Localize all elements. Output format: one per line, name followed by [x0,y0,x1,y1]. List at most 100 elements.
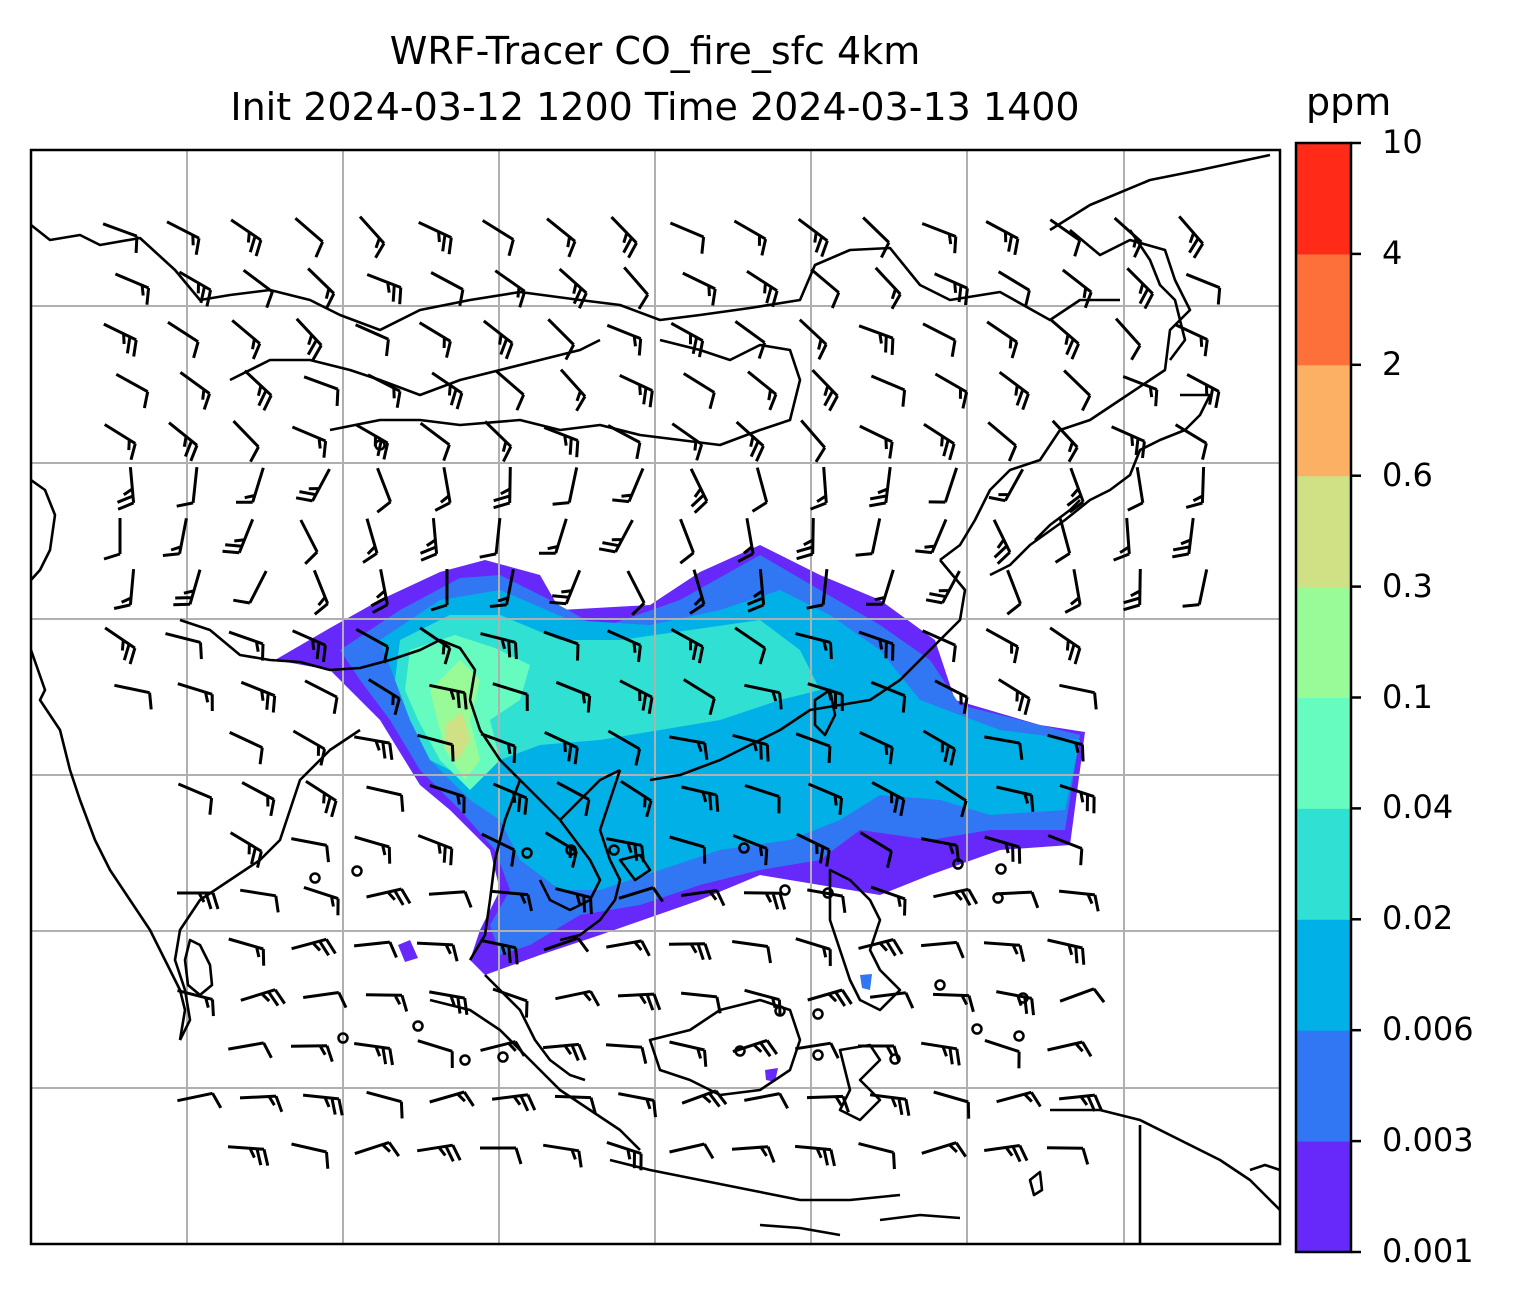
wind-barb [670,321,705,358]
wind-barb [997,270,1031,307]
calm-wind-marker [412,1020,424,1032]
border-indochina [468,699,621,961]
border-himalaya [179,618,477,701]
co-fire-plume [275,545,1085,1082]
wind-barb [416,941,459,962]
wind-barb [869,991,915,1009]
plume-speck-2 [765,1068,778,1082]
wind-barb [482,319,514,360]
wind-barb [606,629,642,663]
wind-barb [607,424,642,460]
wind-barb [933,272,969,306]
wind-barb [228,937,266,966]
wind-barb [354,323,390,357]
wind-barb [734,626,767,665]
wind-barb [865,569,895,606]
wind-barb [239,888,280,913]
wind-barb [1066,467,1085,514]
wind-barb [307,267,336,310]
calm-wind-marker [1013,1030,1025,1042]
wind-barb [492,682,529,712]
wind-barb [681,1089,728,1108]
wind-barb [177,989,215,1017]
wind-barb [796,517,815,561]
wind-barb [1185,272,1222,305]
wind-barb [984,735,1024,760]
colorbar-segment [1296,364,1351,477]
wind-barb [222,518,255,555]
wind-barb [984,835,1022,864]
wind-barb [233,570,268,605]
wind-barb [933,1090,971,1119]
map-frame [29,148,1282,1246]
wind-barb [794,1041,840,1059]
wind-barb [806,568,829,610]
wind-barb [417,733,455,762]
wind-barb [619,374,654,408]
wind-barb [732,1038,779,1058]
wind-barb [292,729,327,766]
wind-barb [996,1090,1042,1108]
wind-barb [176,466,199,508]
wind-barb [167,320,200,359]
wind-barb [985,627,1020,664]
wind-barb [744,988,782,1017]
wind-barb [1006,569,1022,616]
wind-barb [607,729,642,766]
wind-barb [489,569,515,608]
wind-barb [1172,517,1195,559]
wind-barb [177,1091,223,1109]
wind-barb [235,467,265,504]
wind-barb [915,518,948,555]
wind-barb [606,323,643,356]
calm-wind-marker [521,847,533,859]
wind-barb [559,368,587,412]
colorbar-tick-label: 0.02 [1382,899,1454,938]
wind-barb [605,1043,648,1064]
wind-barb [480,1040,526,1057]
wind-barb [1047,938,1086,965]
wind-barb [417,1039,454,1069]
wind-barb [1047,733,1085,762]
wind-barb [303,375,340,406]
wind-barb [365,993,409,1012]
wind-barb [1058,1093,1103,1112]
wind-barb [353,1042,394,1066]
wind-barb [928,467,959,504]
wind-barb [228,630,265,661]
wind-barb [417,834,454,866]
wind-barb [492,987,529,1018]
colorbar-tick-label: 0.6 [1382,455,1433,494]
wind-barb [858,630,895,661]
wind-barb [682,372,716,410]
wind-barb [807,682,844,712]
calm-wind-marker [459,1054,471,1066]
wind-barb [230,218,263,257]
wind-barb [431,371,464,410]
wind-barb [103,423,137,461]
wind-barb [871,781,906,817]
wind-barb [610,216,638,259]
wind-barb [996,990,1035,1016]
wind-barb [299,519,319,565]
wind-barb [177,782,214,815]
coastline-china-east [649,559,967,782]
wind-barb [481,219,515,257]
wind-barb [1046,1146,1090,1165]
wind-barb [682,678,716,716]
wind-barb [484,420,513,463]
wind-barb [795,937,832,967]
wind-barb [232,420,260,463]
wind-barb [859,831,893,868]
wind-barb [542,1143,583,1168]
wind-barb [986,320,1019,359]
wind-barb [231,319,262,360]
wind-barb [1178,215,1205,259]
wind-barb [116,466,136,511]
wind-barb [1113,216,1143,258]
wind-barb [294,217,324,258]
wind-barb [923,422,956,461]
wind-barb [1047,1040,1093,1058]
wind-barb [291,425,328,458]
